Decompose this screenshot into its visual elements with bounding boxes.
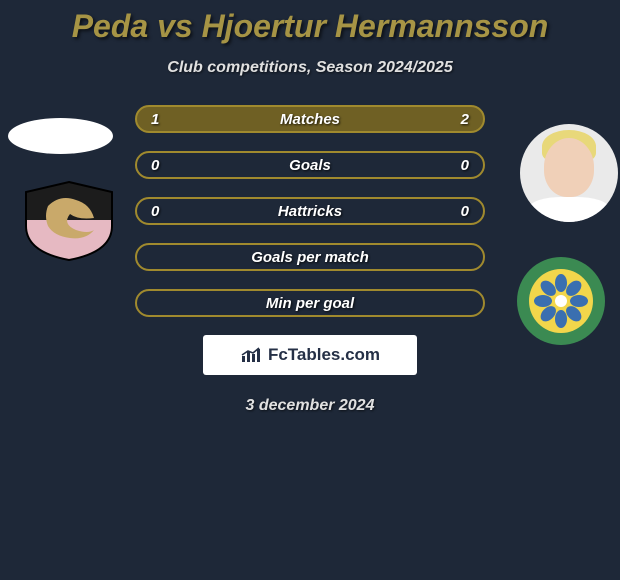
page-title: Peda vs Hjoertur Hermannsson <box>0 0 620 45</box>
player-a-photo <box>8 118 113 154</box>
stat-row: 1 Matches 2 <box>135 105 485 133</box>
stat-label: Goals per match <box>251 249 369 266</box>
watermark-text: FcTables.com <box>268 345 380 365</box>
stat-row: Goals per match <box>135 243 485 271</box>
stat-value-a: 1 <box>151 111 159 128</box>
watermark: FcTables.com <box>203 335 417 375</box>
stat-row: Min per goal <box>135 289 485 317</box>
stat-label: Hattricks <box>278 203 342 220</box>
stat-value-a: 0 <box>151 203 159 220</box>
stat-label: Matches <box>280 111 340 128</box>
club-a-badge <box>20 180 118 262</box>
chart-icon <box>240 346 262 364</box>
date: 3 december 2024 <box>0 397 620 415</box>
stat-label: Min per goal <box>266 295 354 312</box>
subtitle: Club competitions, Season 2024/2025 <box>0 59 620 77</box>
player-b-name: Hjoertur Hermannsson <box>202 8 549 44</box>
stat-value-a: 0 <box>151 157 159 174</box>
stat-row: 0 Hattricks 0 <box>135 197 485 225</box>
stat-row: 0 Goals 0 <box>135 151 485 179</box>
vs-text: vs <box>157 8 193 44</box>
stat-value-b: 0 <box>461 203 469 220</box>
stat-value-b: 2 <box>461 111 469 128</box>
stat-label: Goals <box>289 157 331 174</box>
player-a-name: Peda <box>72 8 148 44</box>
club-b-badge <box>516 256 606 346</box>
stat-value-b: 0 <box>461 157 469 174</box>
player-b-photo <box>520 124 618 222</box>
